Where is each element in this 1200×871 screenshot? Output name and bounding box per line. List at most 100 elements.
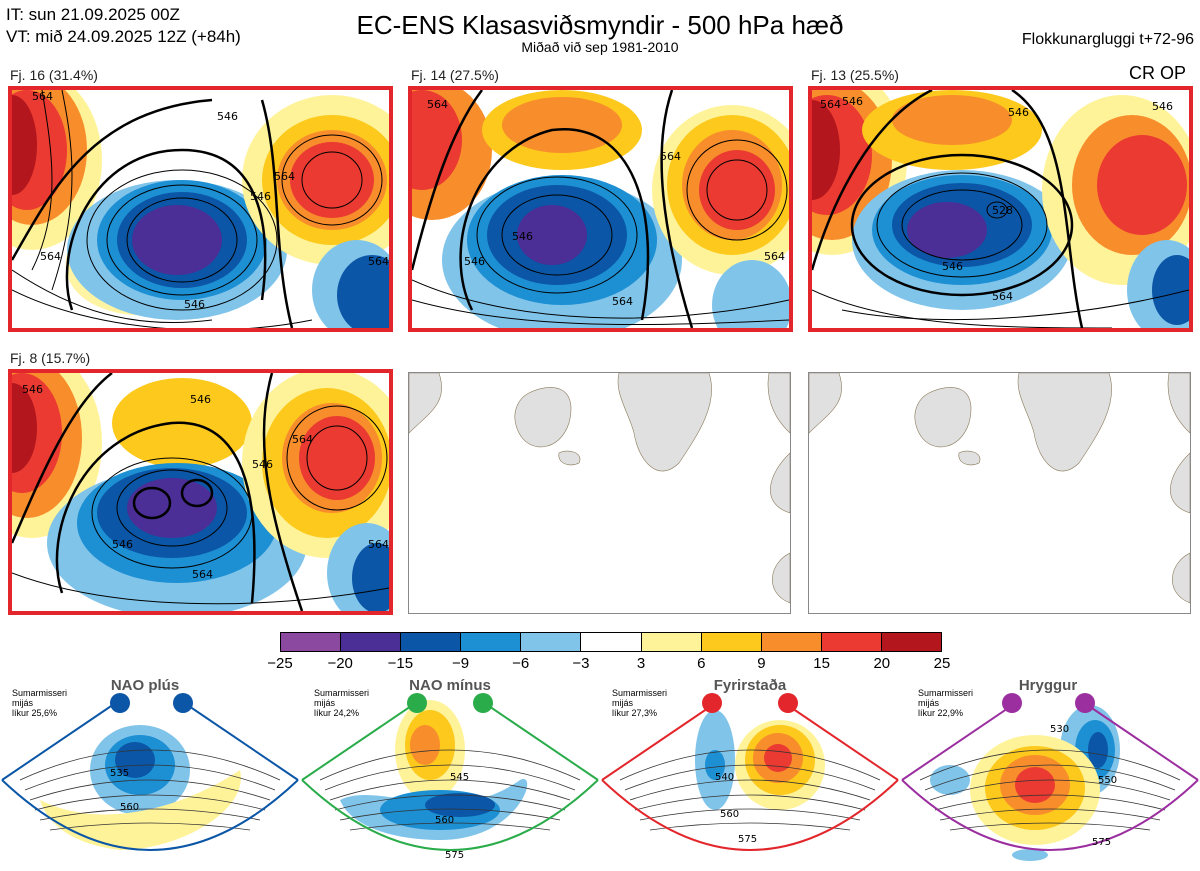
regime-marker (1002, 693, 1022, 713)
cluster-label-3: Fj. 13 (25.5%) (811, 67, 899, 83)
init-time: IT: sun 21.09.2025 00Z (6, 5, 180, 24)
contour-label: 546 (22, 383, 43, 396)
regime-marker (473, 693, 493, 713)
contour-label: 564 (32, 90, 53, 103)
cr-op-label: CR OP (1128, 63, 1186, 83)
header-info: IT: sun 21.09.2025 00Z VT: mið 24.09.202… (6, 4, 241, 48)
colorbar-swatch (521, 633, 582, 651)
contour-label: 546 (250, 190, 271, 203)
contour-label: 560 (120, 802, 139, 813)
contour-label: 546 (112, 538, 133, 551)
regime-title-ridge: Hryggur (1018, 677, 1078, 694)
contour-label: 560 (720, 809, 739, 820)
page-subtitle: Miðað við sep 1981-2010 (521, 39, 679, 55)
contour-label: 564 (764, 250, 785, 263)
colorbar (280, 632, 942, 652)
regime-prob-blocking: Sumarmisseri mijás líkur 27,3% (612, 688, 668, 718)
colorbar-tick-label: −15 (387, 655, 414, 672)
contour-label: 546 (190, 393, 211, 406)
colorbar-swatch (581, 633, 642, 651)
colorbar-tick-label: −25 (267, 655, 293, 672)
contour-label: 546 (464, 255, 485, 268)
contour-label: 550 (1098, 775, 1117, 786)
contour-label: 528 (992, 204, 1013, 217)
contour-label: 546 (252, 458, 273, 471)
contour-label: 564 (292, 433, 313, 446)
colorbar-ticks: −25 −20 −15 −9 −6 −3 3 6 9 15 20 25 (267, 655, 958, 673)
contour-label: 564 (368, 538, 389, 551)
colorbar-swatch (701, 633, 762, 651)
regime-map-nao-minus: 545 560 575 (300, 680, 600, 870)
contour-label: 540 (715, 772, 734, 783)
regime-prob-nao-minus: Sumarmisseri mijás líkur 24,2% (314, 688, 370, 718)
contour-label: 564 (192, 568, 213, 581)
regime-title-blocking: Fyrirstaða (713, 677, 787, 694)
cluster-map-1: 564 546 546 564 564 546 564 (8, 86, 393, 332)
contour-label: 564 (612, 295, 633, 308)
colorbar-tick-label: 9 (757, 655, 766, 672)
colorbar-tick-label: 6 (697, 655, 706, 672)
contour-label: 564 (427, 98, 448, 111)
regime-marker (1075, 693, 1095, 713)
contour-label: 560 (435, 815, 454, 826)
colorbar-swatch (401, 633, 462, 651)
cluster-label-2: Fj. 14 (27.5%) (411, 67, 499, 83)
contour-label: 546 (217, 110, 238, 123)
contour-label: 564 (274, 170, 295, 183)
regime-title-nao-minus: NAO mínus (409, 677, 491, 694)
colorbar-tick-label: −3 (572, 655, 590, 672)
colorbar-swatch (461, 633, 522, 651)
cluster-map-2: 564 546 564 546 564 564 (408, 86, 793, 332)
contour-label: 564 (992, 290, 1013, 303)
colorbar-swatch (341, 633, 402, 651)
contour-label: 545 (450, 772, 469, 783)
regime-map-ridge: 530 550 575 (900, 680, 1200, 870)
valid-time: VT: mið 24.09.2025 12Z (+84h) (6, 27, 241, 46)
cluster-label-4: Fj. 8 (15.7%) (10, 350, 91, 366)
regime-marker (173, 693, 193, 713)
colorbar-swatch (821, 633, 882, 651)
colorbar-tick-label: −6 (512, 655, 530, 672)
contour-label: 546 (1008, 106, 1029, 119)
regime-map-blocking: 540 560 575 (600, 680, 900, 870)
regime-marker (407, 693, 427, 713)
empty-map-2 (808, 372, 1191, 614)
contour-label: 546 (1152, 100, 1173, 113)
colorbar-tick-label: 25 (933, 655, 951, 672)
colorbar-tick-label: 20 (873, 655, 891, 672)
cluster-label-1: Fj. 16 (31.4%) (10, 67, 98, 83)
regime-title-nao-plus: NAO plús (110, 677, 180, 694)
colorbar-tick-label: 15 (813, 655, 830, 672)
contour-label: 546 (512, 230, 533, 243)
contour-label: 575 (1092, 837, 1111, 848)
regime-prob-ridge: Sumarmisseri mijás líkur 22,9% (918, 688, 974, 718)
contour-label: 546 (842, 95, 863, 108)
contour-label: 530 (1050, 724, 1069, 735)
regime-marker (110, 693, 130, 713)
colorbar-swatch (881, 633, 942, 651)
contour-label: 546 (942, 260, 963, 273)
cluster-map-3: 564 546 546 528 546 564 546 (808, 86, 1193, 332)
colorbar-swatch (641, 633, 702, 651)
contour-label: 564 (368, 255, 389, 268)
classification-window: Flokkunargluggi t+72-96 (1021, 31, 1194, 48)
contour-label: 575 (445, 850, 464, 861)
contour-label: 535 (110, 768, 129, 779)
regime-prob-nao-plus: Sumarmisseri mijás líkur 25,6% (12, 688, 68, 718)
empty-map-1 (408, 372, 791, 614)
contour-label: 564 (660, 150, 681, 163)
contour-label: 564 (820, 98, 841, 111)
colorbar-tick-label: −9 (451, 655, 470, 672)
page-title: EC-ENS Klasasviðsmyndir - 500 hPa hæð (356, 10, 844, 40)
contour-label: 546 (184, 298, 205, 311)
regime-marker (778, 693, 798, 713)
contour-label: 575 (738, 834, 757, 845)
colorbar-swatch (281, 633, 342, 651)
contour-label: 564 (40, 250, 61, 263)
colorbar-tick-label: −20 (327, 655, 353, 672)
colorbar-tick-label: 3 (636, 655, 646, 672)
regime-map-nao-plus: 535 560 (0, 680, 300, 870)
colorbar-swatch (761, 633, 822, 651)
cluster-map-4: 546 546 564 546 546 564 564 (8, 369, 393, 615)
regime-marker (702, 693, 722, 713)
